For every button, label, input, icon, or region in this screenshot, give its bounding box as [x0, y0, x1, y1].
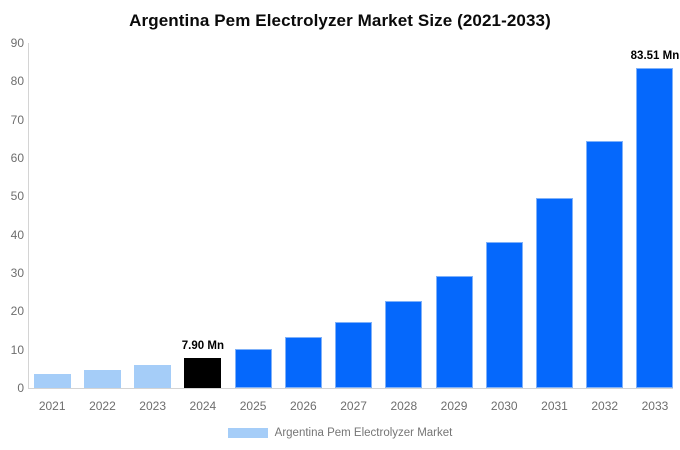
x-axis-label-2022: 2022 [89, 399, 116, 413]
legend-label: Argentina Pem Electrolyzer Market [274, 427, 453, 439]
bar-2022[interactable] [83, 369, 121, 388]
bar-2023[interactable] [134, 364, 172, 388]
x-axis-label-2024: 2024 [189, 399, 217, 413]
x-axis-label-2030: 2030 [490, 399, 518, 413]
y-axis-tick-label: 80 [10, 74, 24, 89]
bar-2021[interactable] [33, 374, 71, 388]
y-axis-tick-label: 0 [17, 381, 24, 395]
y-axis-tick-label: 90 [10, 36, 24, 50]
x-axis-label-2031: 2031 [541, 399, 568, 413]
x-axis-line [28, 388, 673, 389]
x-axis-label-2033: 2033 [641, 399, 669, 413]
bar-2033[interactable] [636, 67, 674, 388]
bar-2028[interactable] [385, 301, 423, 388]
y-axis-tick-label: 60 [10, 151, 24, 165]
bar-value-label-2024: 7.90 Mn [181, 339, 224, 352]
bar-2024[interactable] [184, 357, 222, 388]
y-axis-tick-label: 40 [10, 227, 24, 242]
y-axis-tick-label: 70 [10, 112, 24, 127]
bar-2026[interactable] [284, 337, 322, 388]
x-axis-label-2027: 2027 [340, 399, 367, 413]
legend: Argentina Pem Electrolyzer Market [0, 426, 680, 440]
bar-2029[interactable] [435, 275, 473, 388]
y-axis-tick-label: 30 [10, 266, 24, 280]
y-axis-tick-label: 50 [10, 189, 24, 204]
x-axis-label-2025: 2025 [239, 399, 267, 413]
bar-2030[interactable] [485, 241, 523, 388]
legend-swatch [227, 428, 268, 438]
x-axis-label-2029: 2029 [440, 399, 468, 413]
x-axis-label-2032: 2032 [591, 399, 619, 413]
bar-2032[interactable] [586, 141, 624, 388]
bar-2031[interactable] [536, 198, 573, 388]
y-axis-line [28, 43, 29, 388]
y-axis-tick-label: 10 [10, 342, 24, 357]
x-axis-label-2026: 2026 [289, 399, 317, 413]
bar-value-label-2033: 83.51 Mn [630, 49, 680, 62]
chart-title: Argentina Pem Electrolyzer Market Size (… [129, 11, 551, 30]
legend-item[interactable]: Argentina Pem Electrolyzer Market [227, 426, 453, 440]
x-axis-label-2023: 2023 [139, 399, 166, 413]
bar-2025[interactable] [234, 348, 272, 388]
y-axis-tick-label: 20 [10, 304, 24, 319]
x-axis-label-2028: 2028 [390, 399, 418, 413]
bar-2027[interactable] [335, 321, 373, 388]
x-axis-label-2021: 2021 [38, 399, 66, 413]
